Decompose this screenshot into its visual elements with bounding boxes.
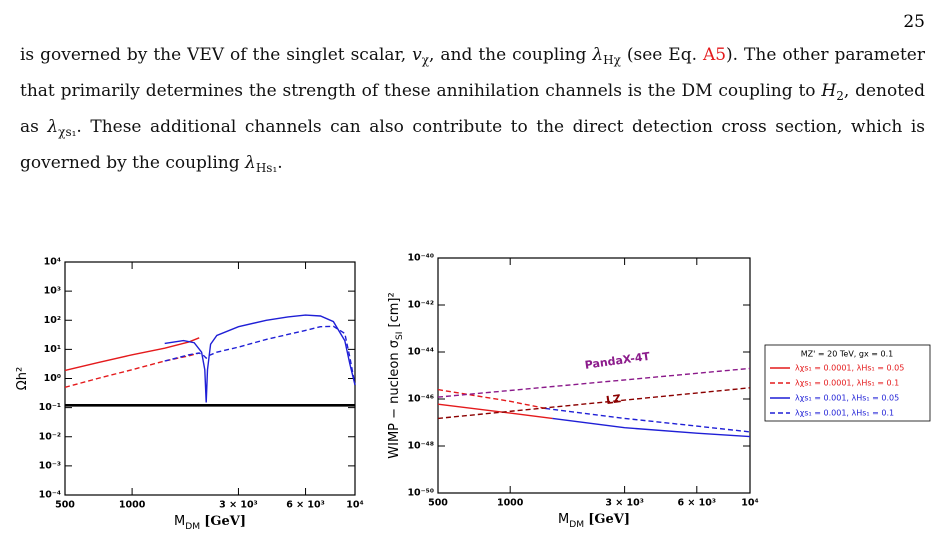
text-run: χs₁ bbox=[58, 125, 77, 139]
label-part: DM bbox=[569, 520, 584, 530]
label-part: DM bbox=[185, 522, 200, 532]
y-tick-label: 10⁰ bbox=[44, 373, 61, 384]
text-run: , denoted as bbox=[20, 81, 925, 137]
series-line bbox=[437, 388, 546, 410]
series-line bbox=[552, 417, 751, 438]
text-run: λ bbox=[47, 117, 59, 137]
legend-box bbox=[764, 344, 931, 422]
text-run: v bbox=[412, 45, 422, 65]
y-tick-label: 10⁻⁴² bbox=[407, 300, 434, 311]
plot: 500 1000 3 × 10³ 6 × 10³ 10⁴ 10⁻⁴ 10⁻³ 10⁻² 10⁻¹… bbox=[39, 257, 364, 511]
legend-label: λχs₁ = 0.001, λHs₁ = 0.1 bbox=[795, 409, 894, 418]
axis-label: Ωh² bbox=[15, 367, 30, 390]
text-run: ). The other parameter that primarily de… bbox=[20, 45, 925, 101]
y-tick-label: 10⁻² bbox=[39, 431, 61, 442]
x-tick-label: 500 bbox=[428, 498, 448, 509]
x-tick-label: 6 × 10³ bbox=[678, 498, 717, 509]
series-line bbox=[437, 387, 751, 420]
legend-label: λχs₁ = 0.0001, λHs₁ = 0.1 bbox=[795, 379, 899, 388]
y-tick-label: 10⁻¹ bbox=[39, 402, 61, 413]
label-part: [cm]² bbox=[387, 292, 402, 331]
text-run: Hχ bbox=[603, 53, 621, 67]
axis-label: MDM [GeV] bbox=[174, 514, 246, 532]
x-tick-label: 1000 bbox=[497, 498, 524, 509]
y-tick-label: 10³ bbox=[44, 286, 61, 297]
label-part: M bbox=[558, 512, 569, 527]
text-run: . These additional channels can also con… bbox=[20, 117, 925, 173]
y-tick-label: 10¹ bbox=[44, 344, 61, 355]
page-number: 25 bbox=[903, 12, 925, 32]
series-line bbox=[164, 314, 356, 403]
series-line bbox=[545, 407, 751, 433]
x-tick-label: 10⁴ bbox=[741, 498, 758, 509]
label-part: [GeV] bbox=[588, 512, 630, 527]
y-tick-label: 10⁻⁴⁰ bbox=[407, 253, 434, 264]
x-tick-label: 10⁴ bbox=[346, 500, 363, 511]
plot: 500 1000 3 × 10³ 6 × 10³ 10⁴ 10⁻⁵⁰ 10⁻⁴⁸ 10⁻⁴⁶ 1… bbox=[407, 253, 931, 509]
series-line bbox=[64, 352, 200, 388]
legend-label: λχs₁ = 0.001, λHs₁ = 0.05 bbox=[795, 394, 899, 403]
axis-label: MDM [GeV] bbox=[558, 512, 630, 530]
text-run: Hs₁ bbox=[255, 161, 278, 175]
y-tick-label: 10⁻⁴⁸ bbox=[407, 441, 434, 452]
series-line bbox=[164, 325, 356, 386]
text-run: 2 bbox=[836, 89, 844, 103]
text-run: , and the coupling bbox=[429, 45, 593, 65]
label-part: SI bbox=[395, 332, 405, 340]
plot-frame bbox=[64, 261, 356, 496]
text-run: λ bbox=[245, 153, 256, 173]
legend-label: λχs₁ = 0.0001, λHs₁ = 0.05 bbox=[795, 364, 904, 373]
text-run: H bbox=[821, 81, 837, 101]
paragraph: is governed by the VEV of the singlet sc… bbox=[20, 40, 925, 184]
x-tick-label: 500 bbox=[55, 500, 75, 511]
equation-link[interactable]: A5 bbox=[702, 45, 727, 65]
text-run: χ bbox=[421, 53, 430, 67]
x-tick-label: 3 × 10³ bbox=[605, 498, 644, 509]
y-tick-label: 10⁻⁴⁶ bbox=[407, 394, 434, 405]
text-run: λ bbox=[592, 45, 604, 65]
y-tick-label: 10⁻³ bbox=[39, 460, 61, 471]
series-line bbox=[64, 337, 200, 372]
text-run: is governed by the VEV of the singlet sc… bbox=[20, 45, 413, 65]
annotation: PandaX-4T bbox=[584, 350, 651, 372]
text-run: . bbox=[277, 153, 283, 173]
label-part: WIMP − nucleon σ bbox=[387, 340, 402, 459]
series-line bbox=[437, 403, 553, 420]
y-tick-label: 10⁻⁴ bbox=[39, 490, 61, 501]
label-part: Ωh² bbox=[15, 367, 30, 390]
label-part: M bbox=[174, 514, 185, 529]
text-run: (see Eq. bbox=[620, 45, 703, 65]
x-tick-label: 1000 bbox=[119, 500, 146, 511]
y-tick-label: 10⁻⁴⁴ bbox=[407, 347, 434, 358]
y-tick-label: 10² bbox=[44, 315, 61, 326]
y-tick-label: 10⁴ bbox=[44, 257, 61, 268]
axis-label: WIMP − nucleon σSI [cm]² bbox=[387, 292, 405, 458]
y-tick-label: 10⁻⁵⁰ bbox=[407, 488, 434, 499]
plot-frame bbox=[437, 257, 751, 494]
x-tick-label: 6 × 10³ bbox=[286, 500, 325, 511]
label-part: [GeV] bbox=[204, 514, 246, 529]
x-tick-label: 3 × 10³ bbox=[219, 500, 258, 511]
annotation: LZ bbox=[605, 392, 622, 407]
series-line bbox=[437, 367, 751, 398]
legend-title: MZ' = 20 TeV, gx = 0.1 bbox=[801, 350, 893, 359]
